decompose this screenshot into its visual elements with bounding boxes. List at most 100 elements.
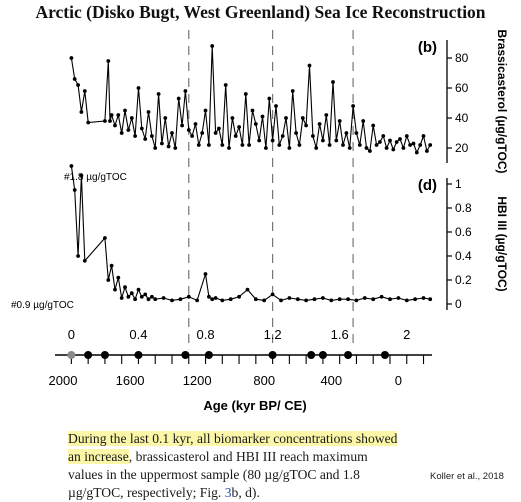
data-point-d-21 bbox=[161, 296, 166, 300]
data-point-d-41 bbox=[312, 297, 317, 302]
data-point-b-32 bbox=[186, 128, 191, 132]
data-point-b-101 bbox=[418, 143, 423, 147]
data-point-b-28 bbox=[173, 146, 178, 150]
data-point-b-56 bbox=[267, 96, 272, 101]
dating-point-10 bbox=[380, 351, 389, 359]
data-point-d-17 bbox=[143, 292, 148, 297]
data-point-b-77 bbox=[337, 119, 342, 123]
data-point-d-34 bbox=[253, 297, 258, 302]
data-point-b-85 bbox=[364, 146, 369, 150]
dating-point-2 bbox=[100, 351, 109, 359]
data-point-d-18 bbox=[146, 297, 151, 302]
data-point-b-51 bbox=[250, 108, 255, 113]
data-point-b-50 bbox=[247, 143, 252, 147]
data-point-d-45 bbox=[346, 297, 350, 302]
data-point-b-18 bbox=[139, 126, 144, 131]
data-point-b-4 bbox=[82, 89, 87, 93]
data-point-d-48 bbox=[371, 297, 376, 302]
chart-title: Arctic (Disko Bugt, West Greenland) Sea … bbox=[35, 2, 486, 22]
data-point-b-22 bbox=[153, 146, 158, 150]
data-point-b-97 bbox=[404, 134, 409, 138]
data-point-b-92 bbox=[388, 138, 392, 143]
data-point-b-93 bbox=[391, 147, 396, 152]
y-tick-label-b-2: 60 bbox=[455, 81, 469, 95]
data-point-d-14 bbox=[133, 297, 138, 302]
data-point-b-48 bbox=[240, 143, 245, 147]
data-point-b-41 bbox=[217, 126, 221, 131]
data-point-b-96 bbox=[401, 146, 406, 150]
data-point-b-64 bbox=[294, 131, 298, 135]
y-tick-label-d-2: 0.4 bbox=[455, 249, 472, 263]
data-point-d-25 bbox=[195, 298, 200, 303]
data-point-b-79 bbox=[344, 131, 349, 135]
data-point-d-46 bbox=[354, 298, 359, 303]
data-point-d-19 bbox=[150, 294, 154, 299]
data-point-d-13 bbox=[129, 291, 134, 296]
panel-label-d: (d) bbox=[418, 177, 437, 194]
data-point-b-63 bbox=[290, 89, 295, 93]
data-point-b-0 bbox=[69, 56, 74, 60]
data-point-b-52 bbox=[253, 122, 258, 126]
data-point-b-59 bbox=[277, 143, 282, 147]
data-point-d-32 bbox=[237, 294, 242, 299]
data-point-d-22 bbox=[170, 298, 174, 303]
data-point-b-19 bbox=[143, 137, 148, 141]
bottom-tick-label-2: 1200 bbox=[183, 373, 212, 388]
data-point-b-70 bbox=[314, 146, 319, 150]
y-tick-label-d-3: 0.6 bbox=[455, 225, 472, 239]
data-point-b-61 bbox=[284, 116, 288, 120]
data-point-d-31 bbox=[228, 297, 233, 302]
y-tick-label-d-4: 0.8 bbox=[455, 201, 472, 215]
data-point-b-45 bbox=[230, 116, 235, 120]
data-point-b-12 bbox=[119, 131, 124, 135]
data-point-b-30 bbox=[180, 123, 185, 128]
data-point-b-55 bbox=[264, 146, 268, 150]
dating-point-8 bbox=[318, 351, 327, 359]
data-point-d-36 bbox=[270, 292, 275, 297]
data-point-b-34 bbox=[193, 122, 198, 126]
y-axis-title-b: Brassicasterol (µg/gTOC) bbox=[495, 29, 509, 173]
data-point-d-30 bbox=[220, 298, 225, 303]
data-point-b-47 bbox=[237, 125, 242, 129]
dating-point-3 bbox=[134, 351, 143, 359]
bottom-tick-label-3: 800 bbox=[253, 373, 275, 388]
data-point-d-42 bbox=[321, 296, 325, 300]
data-point-d-53 bbox=[413, 297, 417, 302]
data-point-d-3 bbox=[79, 173, 84, 178]
data-point-b-87 bbox=[371, 123, 376, 128]
data-point-b-26 bbox=[166, 144, 171, 149]
data-point-d-49 bbox=[379, 294, 384, 299]
data-point-b-104 bbox=[428, 143, 433, 147]
data-point-d-11 bbox=[123, 285, 127, 290]
data-point-d-2 bbox=[76, 254, 80, 258]
dating-point-4 bbox=[181, 351, 190, 359]
data-point-b-89 bbox=[378, 140, 382, 144]
data-point-d-29 bbox=[213, 296, 218, 300]
top-tick-label-4: 1.6 bbox=[331, 327, 349, 342]
dating-point-6 bbox=[268, 351, 277, 359]
data-point-d-9 bbox=[116, 275, 121, 280]
data-point-b-9 bbox=[109, 113, 114, 117]
y-axis-title-d: HBI III (µg/gTOC) bbox=[495, 196, 509, 291]
data-point-d-28 bbox=[210, 297, 215, 302]
data-point-b-8 bbox=[108, 119, 112, 123]
top-tick-label-5: 2 bbox=[403, 327, 410, 342]
y-tick-label-d-1: 0.2 bbox=[455, 273, 472, 287]
caption-figure-link[interactable]: 3 bbox=[224, 485, 232, 500]
data-point-b-90 bbox=[381, 134, 386, 138]
data-point-b-60 bbox=[280, 134, 285, 138]
data-point-b-3 bbox=[79, 110, 84, 114]
data-point-b-10 bbox=[113, 123, 117, 128]
data-point-b-78 bbox=[341, 143, 345, 147]
caption: During the last 0.1 kyr, all biomarker c… bbox=[68, 430, 398, 502]
data-point-b-44 bbox=[227, 146, 231, 150]
annotation-max: #1.8 µg/gTOC bbox=[64, 172, 127, 183]
data-point-b-81 bbox=[351, 104, 355, 108]
data-point-b-7 bbox=[106, 59, 111, 63]
data-point-d-27 bbox=[207, 294, 211, 299]
data-point-b-42 bbox=[220, 143, 225, 147]
data-point-d-37 bbox=[279, 298, 283, 303]
data-point-d-10 bbox=[119, 296, 124, 300]
data-point-b-14 bbox=[126, 128, 131, 132]
data-point-b-16 bbox=[133, 134, 138, 138]
